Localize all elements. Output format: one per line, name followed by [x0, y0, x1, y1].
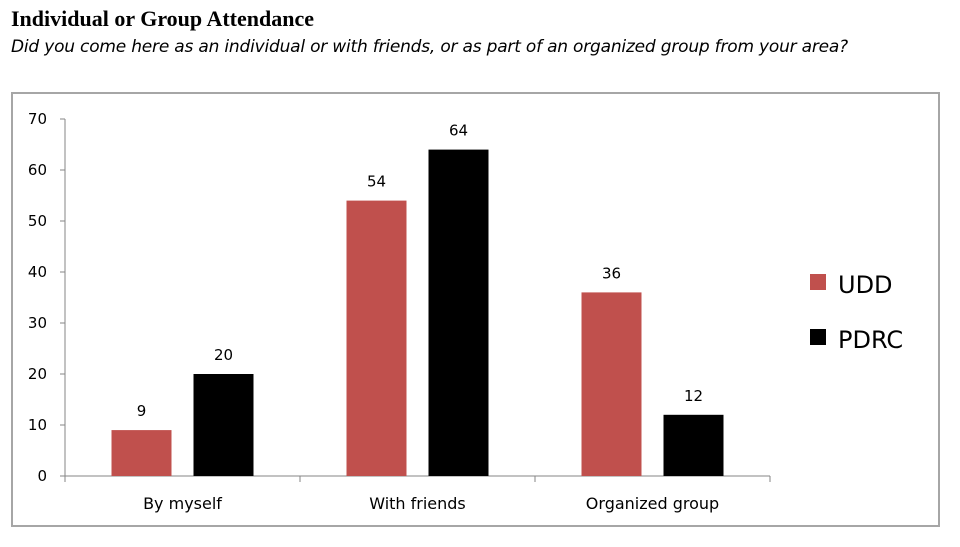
bar-pdrc [193, 374, 254, 476]
chart-subtitle: Did you come here as an individual or wi… [11, 37, 848, 57]
data-label: 12 [684, 387, 703, 405]
y-tick-label: 60 [28, 161, 47, 179]
legend-label-pdrc: PDRC [838, 326, 903, 354]
bars: 9 20 54 64 36 12 [111, 122, 724, 476]
legend: UDD PDRC [810, 271, 903, 354]
bar-udd [581, 292, 642, 476]
y-tick-label: 70 [28, 110, 47, 128]
legend-label-udd: UDD [838, 271, 893, 299]
y-tick-label: 30 [28, 314, 47, 332]
data-label: 9 [137, 402, 147, 420]
bar-udd [111, 430, 172, 476]
x-category-label: By myself [143, 494, 222, 513]
axes: 0 10 20 30 40 50 60 70 By myself With friends Orga… [28, 110, 771, 513]
bar-pdrc [663, 414, 724, 476]
y-tick-label: 40 [28, 263, 47, 281]
data-label: 54 [367, 173, 386, 191]
y-tick-label: 0 [37, 467, 47, 485]
chart-frame [11, 92, 940, 527]
bar-pdrc [428, 149, 489, 476]
data-label: 20 [214, 346, 233, 364]
y-tick-label: 50 [28, 212, 47, 230]
y-tick-label: 20 [28, 365, 47, 383]
legend-swatch-udd [810, 274, 826, 290]
x-category-label: With friends [369, 494, 466, 513]
data-label: 36 [602, 264, 621, 282]
bar-udd [346, 200, 407, 476]
legend-swatch-pdrc [810, 329, 826, 345]
chart-title: Individual or Group Attendance [11, 6, 314, 31]
data-label: 64 [449, 122, 468, 140]
y-tick-label: 10 [28, 416, 47, 434]
x-category-label: Organized group [586, 494, 719, 513]
